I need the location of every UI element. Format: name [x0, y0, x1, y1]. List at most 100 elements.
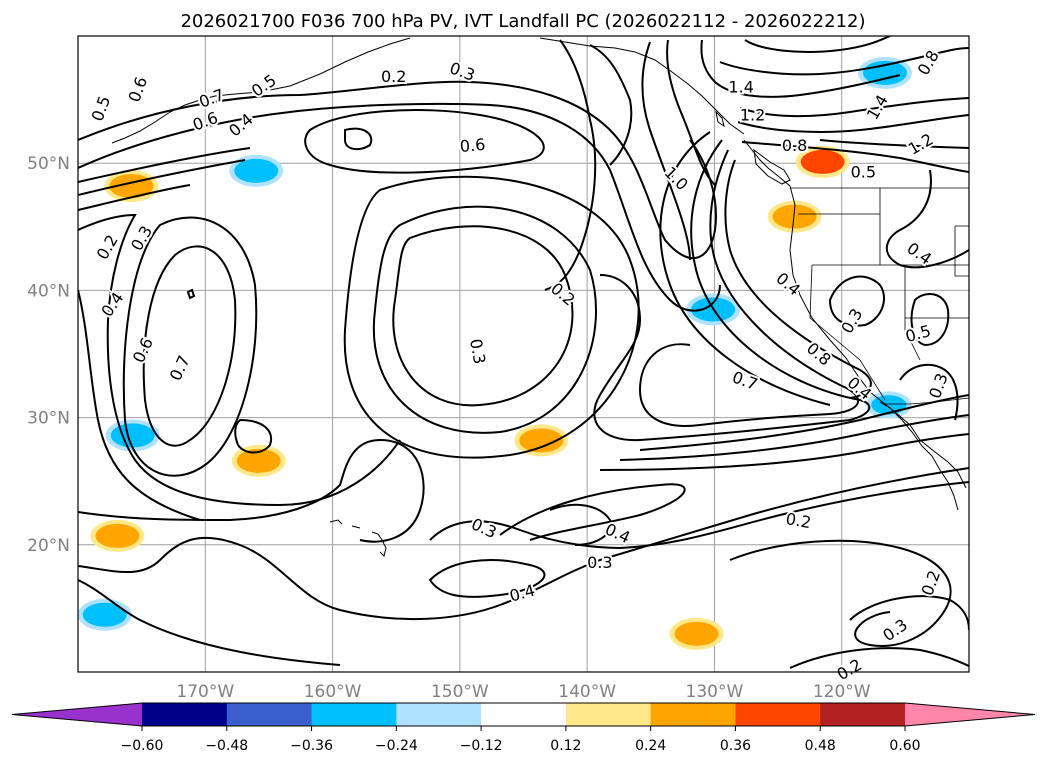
colorbar-extend-low	[12, 703, 142, 726]
contour-line	[544, 39, 597, 291]
x-tick-label: 160°W	[304, 682, 362, 702]
colorbar-segment	[142, 703, 228, 726]
colorbar-tick-label: −0.36	[290, 738, 333, 754]
contour-line	[739, 97, 969, 118]
colorbar-extend-high	[905, 703, 1035, 726]
colorbar-tick-label: −0.48	[205, 738, 248, 754]
colorbar-segment	[735, 703, 821, 726]
contour-label: 0.2	[784, 509, 812, 532]
contour-line	[589, 44, 633, 166]
colorbar-segment	[650, 703, 736, 726]
contour-line	[78, 147, 251, 183]
anomaly-patch	[674, 621, 719, 646]
contour-line	[789, 647, 969, 669]
colorbar-tick-label: 0.12	[550, 738, 581, 754]
east-edge-box	[954, 225, 969, 277]
contour-label: 0.8	[782, 136, 807, 155]
contour-line	[186, 288, 196, 300]
anomaly-patch	[236, 448, 281, 473]
colorbar-tick-label: 0.48	[805, 738, 836, 754]
colorbar-segment	[311, 703, 397, 726]
colorbar-segment	[226, 703, 313, 726]
baja-california-coast	[879, 401, 959, 511]
x-tick-label: 120°W	[813, 682, 871, 702]
contour-line	[304, 109, 545, 174]
hawaii-islands	[329, 519, 387, 557]
contour-label: 1.4	[728, 77, 753, 96]
contour-line	[819, 139, 969, 149]
pv-contours	[78, 36, 969, 669]
contour-label: 1.2	[740, 105, 765, 124]
colorbar-segment	[481, 703, 567, 726]
x-tick-label: 140°W	[558, 682, 616, 702]
contour-line	[78, 289, 201, 521]
colorbar-segment	[820, 703, 906, 726]
contour-line	[849, 595, 969, 631]
contour-label: 0.2	[381, 67, 406, 86]
x-axis-ticks: 170°W 160°W 150°W 140°W 130°W 120°W	[176, 682, 870, 702]
vancouver-island	[753, 148, 791, 185]
contour-line	[499, 483, 686, 541]
contour-line	[741, 141, 969, 173]
anomaly-patch	[772, 204, 817, 229]
y-axis-ticks: 20°N 30°N 40°N 50°N	[27, 154, 70, 556]
anomaly-patch	[234, 158, 279, 183]
colorbar-tick-label: −0.12	[460, 738, 503, 754]
contour-label: 0.3	[587, 553, 612, 572]
y-tick-label: 20°N	[27, 536, 70, 556]
anomaly-patch	[82, 602, 127, 627]
political-borders	[790, 187, 969, 405]
contour-line	[78, 438, 425, 543]
contour-line	[599, 433, 969, 471]
contour-line	[372, 205, 597, 434]
x-tick-label: 150°W	[431, 682, 489, 702]
x-tick-label: 170°W	[176, 682, 234, 702]
anomaly-shading	[78, 56, 912, 650]
y-tick-label: 50°N	[27, 154, 70, 174]
contour-line	[719, 47, 969, 76]
anomaly-patch	[519, 428, 564, 453]
colorbar: −0.60 −0.48 −0.36 −0.24 −0.12 0.12 0.24 0.36 0.4…	[11, 702, 1036, 754]
contour-label: 0.3	[466, 337, 489, 365]
contour-line	[619, 414, 969, 461]
contour-line	[429, 481, 969, 550]
coastlines	[111, 37, 967, 557]
anomaly-patch	[95, 523, 140, 548]
haida-gwaii	[715, 110, 725, 128]
contour-line	[428, 559, 546, 598]
state-borders	[798, 188, 969, 401]
y-tick-label: 40°N	[27, 281, 70, 301]
contour-line	[142, 245, 237, 447]
contour-line	[885, 169, 969, 269]
contour-line	[78, 467, 969, 621]
contour-label: 0.5	[851, 163, 876, 182]
contour-label: 0.6	[459, 135, 486, 156]
alaska-peninsula-coast	[111, 37, 411, 144]
colorbar-tick-label: −0.24	[375, 738, 418, 754]
contour-line	[78, 159, 246, 196]
contour-line	[910, 293, 950, 347]
contour-line	[549, 503, 612, 546]
contour-line	[234, 418, 273, 454]
colorbar-tick-label: 0.36	[720, 738, 751, 754]
alaska-southcoast	[539, 37, 745, 135]
contour-line	[899, 363, 959, 421]
contour-line	[122, 216, 258, 477]
contour-line	[659, 131, 831, 406]
chart-title: 2026021700 F036 700 hPa PV, IVT Landfall…	[180, 11, 865, 32]
map-frame	[77, 35, 970, 673]
anomaly-patch	[800, 149, 845, 174]
contour-line	[78, 102, 721, 312]
contour-line	[828, 275, 885, 327]
y-tick-label: 30°N	[27, 409, 70, 429]
contour-line	[639, 394, 969, 451]
contour-line	[737, 114, 969, 133]
contour-line	[78, 213, 401, 507]
north-america-west-coast	[743, 139, 967, 489]
contour-line	[78, 184, 191, 211]
x-tick-label: 130°W	[686, 682, 744, 702]
map-background	[78, 36, 969, 672]
contour-line	[638, 149, 860, 427]
contour-line	[392, 225, 574, 407]
